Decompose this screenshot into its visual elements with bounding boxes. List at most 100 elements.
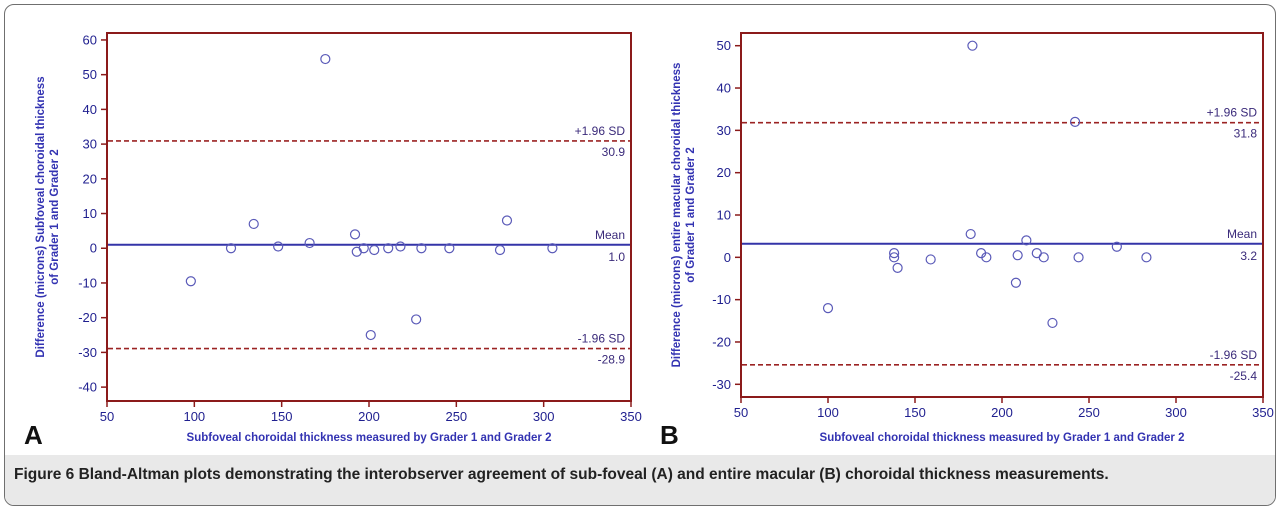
x-tick-label: 200 <box>991 405 1013 420</box>
y-tick-label: 0 <box>90 241 97 256</box>
data-point <box>248 218 259 230</box>
data-point <box>411 314 422 325</box>
y-tick-label: 50 <box>717 38 731 53</box>
panel-letter: A <box>24 420 43 450</box>
reference-line-name: +1.96 SD <box>575 124 626 138</box>
reference-line-name: +1.96 SD <box>1207 106 1258 120</box>
data-point <box>1012 250 1023 261</box>
y-tick-label: -30 <box>78 345 97 360</box>
plot-area-frame <box>740 32 1264 398</box>
x-tick-label: 200 <box>358 409 380 424</box>
reference-line-value: -25.4 <box>1230 369 1258 383</box>
data-point <box>1010 277 1022 288</box>
data-point <box>185 276 196 287</box>
y-tick-label: 30 <box>717 123 731 138</box>
reference-line-value: -28.9 <box>598 353 626 367</box>
panel-letter: B <box>660 420 679 450</box>
x-axis-title: Subfoveal choroidal thickness measured b… <box>187 432 552 444</box>
x-tick-label: 100 <box>817 405 839 420</box>
data-point <box>889 247 900 259</box>
data-point <box>416 243 427 254</box>
x-axis-title: Subfoveal choroidal thickness measured b… <box>820 432 1185 444</box>
data-point <box>349 229 361 240</box>
data-point <box>965 228 976 240</box>
data-point <box>395 241 406 252</box>
data-point <box>358 243 369 254</box>
x-tick-label: 350 <box>620 409 642 424</box>
y-tick-label: -10 <box>712 292 731 307</box>
caption-text: Bland-Altman plots demonstrating the int… <box>78 466 1109 483</box>
y-tick-label: 60 <box>83 32 97 47</box>
data-point <box>320 53 331 65</box>
reference-line-value: 31.8 <box>1234 127 1258 141</box>
chart-panel-a: -40 -30 -20 -10 0 10 20 30 40 50 60 50 100 150 200 250 3… <box>24 32 642 450</box>
x-tick-label: 250 <box>1078 405 1100 420</box>
x-tick-label: 100 <box>183 409 205 424</box>
data-point <box>365 329 376 341</box>
reference-line-name: Mean <box>595 228 625 242</box>
data-point <box>547 243 558 254</box>
y-tick-label: 30 <box>83 137 97 152</box>
data-point <box>892 262 903 274</box>
y-tick-label: -20 <box>78 310 97 325</box>
x-tick-label: 150 <box>904 405 926 420</box>
figure-caption: Figure 6 Bland-Altman plots demonstratin… <box>14 464 1264 485</box>
data-point <box>1069 116 1081 127</box>
data-point <box>1141 252 1152 263</box>
y-axis-title: Difference (microns) Subfoveal choroidal… <box>35 76 61 357</box>
y-tick-label: 20 <box>717 165 731 180</box>
x-tick-label: 250 <box>445 409 467 424</box>
plot-area-frame <box>106 32 632 402</box>
y-axis-title-line: of Grader 1 and Grader 2 <box>685 147 697 283</box>
x-tick-label: 300 <box>1165 405 1187 420</box>
y-tick-label: -10 <box>78 275 97 290</box>
reference-line-name: -1.96 SD <box>1210 348 1258 362</box>
data-point <box>383 243 394 254</box>
data-point <box>822 303 834 314</box>
y-axis-title-line: Difference (microns) entire macular chor… <box>671 63 683 368</box>
y-tick-label: 0 <box>724 250 731 265</box>
y-axis-title-line: of Grader 1 and Grader 2 <box>49 149 61 285</box>
reference-line-name: Mean <box>1227 227 1257 241</box>
reference-line-value: 30.9 <box>602 145 626 159</box>
y-tick-label: 40 <box>83 102 97 117</box>
data-point <box>889 252 900 263</box>
data-point <box>501 215 513 226</box>
data-point <box>1111 241 1122 252</box>
y-tick-label: 40 <box>717 81 731 96</box>
data-point <box>273 241 284 252</box>
y-tick-label: -30 <box>712 377 731 392</box>
caption-label: Figure 6 <box>14 466 75 483</box>
y-axis-title-line: Difference (microns) Subfoveal choroidal… <box>35 76 47 357</box>
data-point <box>1073 252 1084 263</box>
data-point <box>1021 235 1032 246</box>
data-point <box>304 237 315 249</box>
data-point <box>925 254 936 265</box>
y-tick-label: 20 <box>83 171 97 186</box>
x-tick-label: 300 <box>533 409 555 424</box>
data-point <box>369 244 380 256</box>
data-point <box>225 243 237 254</box>
y-tick-label: 50 <box>83 67 97 82</box>
reference-line-value: 3.2 <box>1240 249 1257 263</box>
y-tick-label: 10 <box>717 208 731 223</box>
y-tick-label: 10 <box>83 206 97 221</box>
data-point <box>1038 252 1049 263</box>
y-axis-title: Difference (microns) entire macular chor… <box>671 63 697 368</box>
reference-line-name: -1.96 SD <box>578 332 626 346</box>
x-tick-label: 50 <box>734 405 748 420</box>
data-point <box>1047 317 1058 329</box>
caption-band <box>5 455 1275 505</box>
data-point <box>494 244 506 256</box>
data-point <box>967 40 978 51</box>
data-point <box>444 243 455 254</box>
x-tick-label: 350 <box>1252 405 1274 420</box>
y-tick-label: -40 <box>78 380 97 395</box>
chart-panel-b: -30 -20 -10 0 10 20 30 40 50 50 100 150 200 250 300 350… <box>660 32 1274 450</box>
data-point <box>981 252 992 263</box>
y-tick-label: -20 <box>712 334 731 349</box>
x-tick-label: 50 <box>100 409 114 424</box>
x-tick-label: 150 <box>271 409 293 424</box>
